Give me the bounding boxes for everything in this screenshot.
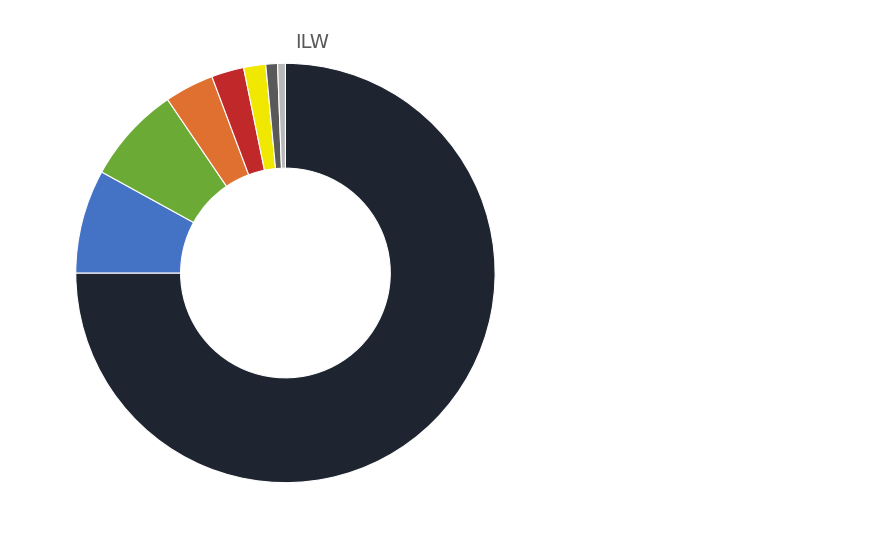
- Wedge shape: [277, 63, 285, 168]
- Text: ILW: ILW: [295, 33, 329, 52]
- Wedge shape: [76, 172, 194, 273]
- Wedge shape: [244, 64, 276, 170]
- Legend: Tiverton, ON, Toronto & GTA, ON, Chalk River, ON, Renfrew County, ON, Maces Bay,: Tiverton, ON, Toronto & GTA, ON, Chalk R…: [561, 164, 743, 382]
- Wedge shape: [76, 63, 495, 483]
- Wedge shape: [102, 99, 227, 223]
- Wedge shape: [266, 63, 282, 169]
- Wedge shape: [212, 68, 265, 175]
- Wedge shape: [168, 76, 249, 186]
